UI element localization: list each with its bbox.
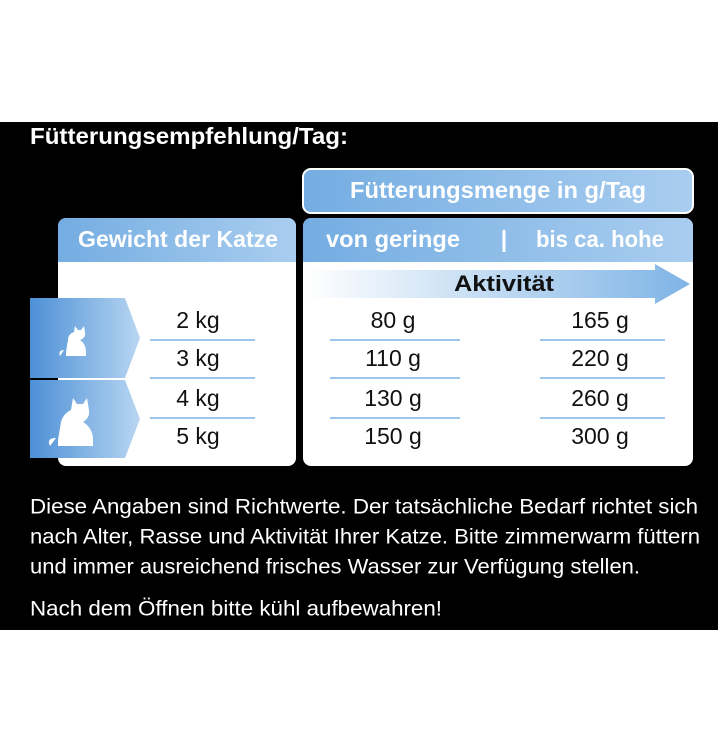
activity-low: von geringe [326, 226, 460, 252]
notes: Diese Angaben sind Richtwerte. Der tatsä… [30, 496, 700, 579]
note-line: und immer ausreichend frisches Wasser zu… [30, 556, 640, 579]
table-cell: 80 g [371, 307, 416, 333]
title: Fütterungsempfehlung/Tag: [30, 123, 348, 149]
rows: 2 kg 80 g 165 g 3 kg 110 g 220 g 4 kg 130 g 260 … [150, 307, 665, 449]
quantity-header-box [302, 168, 694, 214]
table-cell: 4 kg [176, 385, 219, 411]
quantity-header: Fütterungsmenge in g/Tag [350, 177, 646, 203]
note-line: Diese Angaben sind Richtwerte. Der tatsä… [30, 496, 698, 519]
weight-header: Gewicht der Katze [78, 226, 278, 252]
table-cell: 5 kg [176, 423, 219, 449]
note-line: nach Alter, Rasse und Aktivität Ihrer Ka… [30, 526, 700, 549]
activity-label: Aktivität [454, 271, 555, 296]
weight-header-band [58, 218, 296, 262]
cat-icon-small [59, 326, 86, 356]
cat-cell-small [30, 298, 140, 378]
separator: | [501, 226, 507, 252]
table-cell: 165 g [571, 307, 629, 333]
table-cell: 2 kg [176, 307, 219, 333]
table-cell: 150 g [364, 423, 422, 449]
table-cell: 110 g [365, 345, 421, 371]
storage-note: Nach dem Öffnen bitte kühl aufbewahren! [30, 598, 442, 621]
table-cell: 260 g [571, 385, 629, 411]
table-cell: 300 g [571, 423, 629, 449]
table-cell: 220 g [571, 345, 629, 371]
cat-icon-large [48, 398, 93, 446]
table-cell: 130 g [364, 385, 422, 411]
activity-arrow [305, 264, 690, 304]
table-cell: 3 kg [176, 345, 219, 371]
activity-header-band [303, 218, 693, 262]
activity-high: bis ca. hohe [536, 226, 664, 252]
